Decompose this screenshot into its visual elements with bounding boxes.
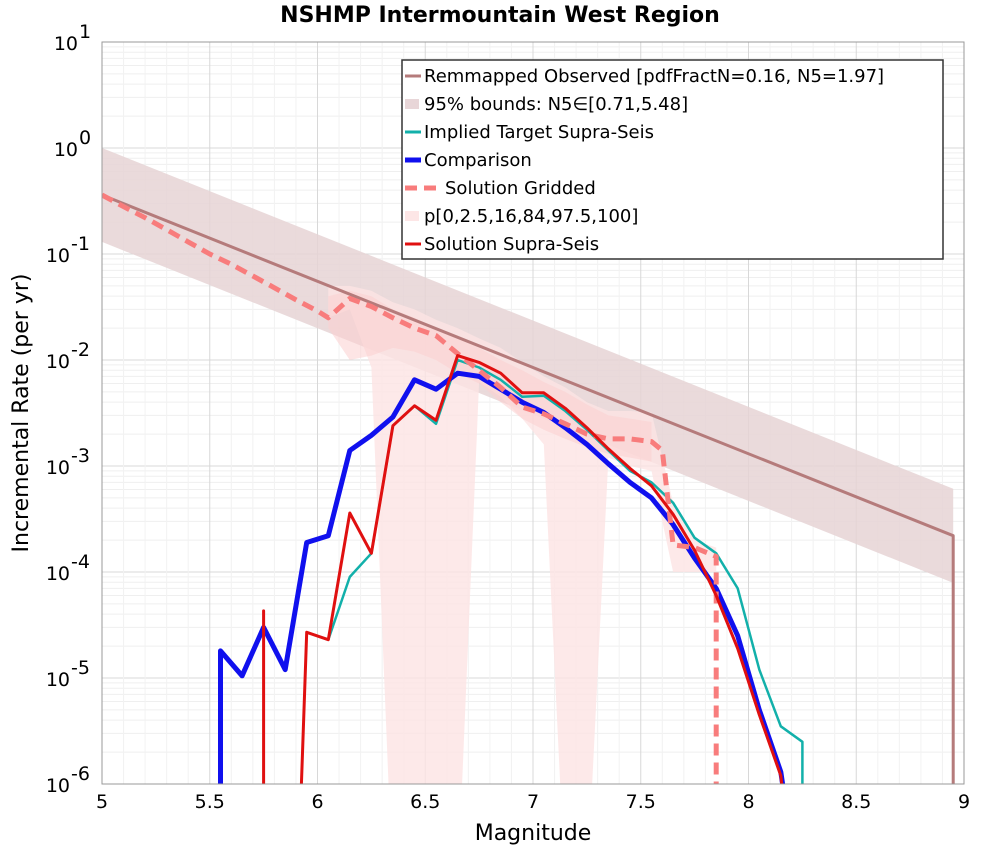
y-tick-label: 10-4	[46, 551, 90, 585]
series-line-4	[262, 354, 784, 784]
x-axis-label: Magnitude	[475, 821, 592, 846]
y-tick-base: 10	[46, 351, 70, 373]
y-tick-base: 10	[46, 245, 70, 267]
legend-label: Solution Supra-Seis	[424, 234, 599, 255]
y-tick-label: 100	[54, 127, 91, 161]
legend-label: 95% bounds: N5∈[0.71,5.48]	[424, 94, 688, 115]
y-tick-exponent: -2	[71, 339, 90, 361]
y-tick-base: 10	[46, 457, 70, 479]
legend-swatch	[405, 99, 419, 109]
x-tick-label: 7.5	[626, 791, 656, 813]
y-tick-label: 10-2	[46, 339, 90, 373]
y-tick-label: 10-1	[46, 233, 90, 267]
y-tick-exponent: -4	[71, 551, 90, 573]
x-tick-label: 6	[311, 791, 323, 813]
legend-swatch	[405, 211, 419, 221]
y-tick-label: 10-3	[46, 445, 90, 479]
x-axis-ticks: 5 5.5 6 6.5 7 7.5 8 8.5 9	[96, 791, 970, 813]
y-tick-base: 10	[46, 669, 70, 691]
y-tick-exponent: -3	[71, 445, 90, 467]
y-tick-exponent: -1	[71, 233, 90, 255]
y-tick-base: 10	[54, 33, 78, 55]
legend-item: Comparison	[405, 150, 532, 171]
legend-item: Solution Gridded	[405, 178, 596, 199]
y-tick-label: 10-6	[46, 763, 90, 797]
legend-label: Solution Gridded	[445, 178, 596, 199]
y-tick-base: 10	[46, 563, 70, 585]
x-tick-label: 8.5	[841, 791, 871, 813]
legend-box	[401, 59, 944, 260]
y-tick-exponent: -6	[71, 763, 90, 785]
legend-label: p[0,2.5,16,84,97.5,100]	[424, 206, 638, 227]
series-lines	[102, 192, 955, 784]
chart-title: NSHMP Intermountain West Region	[280, 3, 720, 28]
legend-item: Solution Supra-Seis	[405, 234, 599, 255]
x-tick-label: 5.5	[195, 791, 225, 813]
y-tick-base: 10	[54, 139, 78, 161]
band-1	[328, 285, 717, 784]
legend-label: Implied Target Supra-Seis	[424, 122, 654, 143]
legend-label: Comparison	[424, 150, 532, 171]
y-tick-base: 10	[46, 775, 70, 797]
legend-label: Remmapped Observed [pdfFractN=0.16, N5=1…	[424, 66, 884, 87]
y-tick-exponent: -5	[71, 657, 90, 679]
y-tick-label: 101	[54, 21, 91, 55]
legend-item: Remmapped Observed [pdfFractN=0.16, N5=1…	[405, 66, 884, 87]
y-tick-label: 10-5	[46, 657, 90, 691]
x-tick-label: 8	[742, 791, 754, 813]
plot-frame	[101, 41, 965, 785]
legend-item: 95% bounds: N5∈[0.71,5.48]	[405, 94, 688, 115]
x-tick-label: 9	[958, 791, 970, 813]
legend-item: Implied Target Supra-Seis	[405, 122, 654, 143]
x-tick-label: 7	[527, 791, 539, 813]
x-tick-label: 6.5	[410, 791, 440, 813]
legend: Remmapped Observed [pdfFractN=0.16, N5=1…	[401, 59, 944, 260]
legend-item: p[0,2.5,16,84,97.5,100]	[405, 206, 638, 227]
y-tick-exponent: 0	[79, 127, 91, 149]
series-line-3	[102, 192, 719, 784]
x-tick-label: 5	[96, 791, 108, 813]
series-line-0	[102, 193, 955, 784]
y-tick-exponent: 1	[79, 21, 91, 43]
y-axis-label: Incremental Rate (per yr)	[9, 274, 34, 553]
